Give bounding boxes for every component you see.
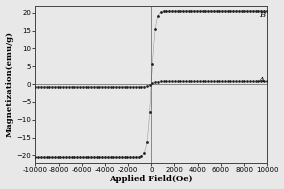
X-axis label: Applied Field(Oe): Applied Field(Oe) bbox=[110, 175, 193, 184]
Y-axis label: Magnetization(emu/g): Magnetization(emu/g) bbox=[6, 31, 14, 137]
Text: B: B bbox=[259, 11, 265, 19]
Text: A: A bbox=[259, 76, 265, 84]
